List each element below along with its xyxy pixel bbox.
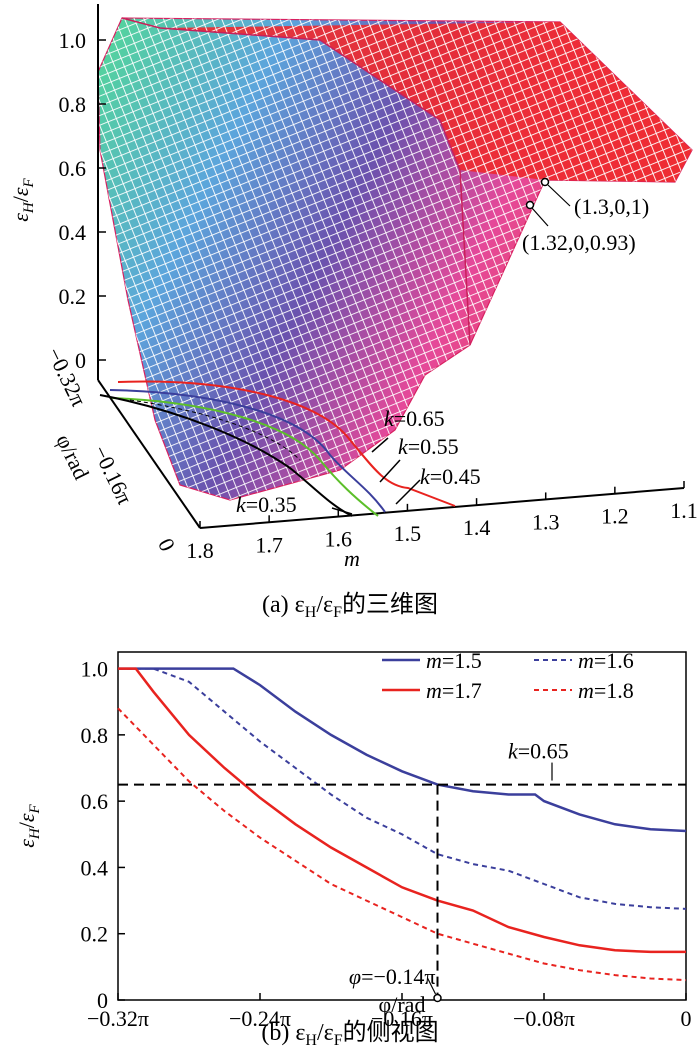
- y-tick-label: 0.4: [81, 855, 109, 880]
- x-tick-label: −0.32π: [87, 1006, 149, 1031]
- line-chart-series: [117, 667, 687, 982]
- y-tick-label: 0: [97, 988, 108, 1013]
- contour-k055: [109, 389, 386, 513]
- m-tick-label: 1.3: [532, 509, 560, 534]
- contour-k035: [99, 394, 353, 517]
- m-tick-label: 1.6: [325, 527, 353, 552]
- m-tick-label: 1.8: [186, 538, 214, 563]
- caption-b: (b) εH/εF的侧视图: [261, 1018, 438, 1046]
- phi-marker-point: [433, 993, 442, 1003]
- z-tick-label: 0.6: [59, 156, 87, 181]
- y-axis-label: εH/εF: [14, 803, 43, 847]
- reference-label-phi: φ=−0.14π: [349, 964, 436, 989]
- y-tick-label: 0.8: [81, 723, 109, 748]
- x-tick-label: 0: [681, 1006, 692, 1031]
- legend: m=1.5 m=1.6 m=1.7 m=1.8: [382, 648, 634, 703]
- leader-point-1: [547, 184, 571, 207]
- m-tick-label: 1.2: [601, 504, 629, 529]
- z-axis-label: εH/εF: [8, 177, 37, 221]
- legend-label-m18: m=1.8: [578, 678, 634, 703]
- point-1-32-0-093: [525, 200, 535, 210]
- z-tick-label: 0: [75, 348, 86, 373]
- contour-k065: [117, 380, 456, 507]
- reference-label-k: k=0.65: [508, 739, 569, 764]
- y-tick-label: 0.6: [81, 789, 109, 814]
- z-tick-label: 0.2: [59, 284, 87, 309]
- phi-tick-label: −0.16π: [88, 441, 138, 508]
- series-line-m16: [118, 667, 687, 910]
- series-line-m15: [118, 667, 687, 833]
- m-tick-label: 1.7: [255, 532, 283, 557]
- m-axis-ticks: 1.8 1.7 1.6 1.5 1.4 1.3 1.2 1.1: [186, 481, 698, 563]
- m-tick-label: 1.5: [394, 521, 422, 546]
- label-k065: k=0.65: [384, 406, 445, 431]
- leader-point-2: [531, 207, 549, 227]
- annotation-1-3-0-1: (1.3,0,1): [574, 194, 649, 219]
- x-axis-label: φ/rad: [379, 992, 426, 1017]
- leader-k035: [331, 507, 353, 515]
- phi-axis-label: φ/rad: [51, 430, 94, 483]
- legend-label-m17: m=1.7: [426, 678, 482, 703]
- m-axis-label: m: [344, 546, 360, 571]
- contour-k045: [111, 397, 379, 517]
- z-axis-ticks: 0 0.2 0.4 0.6 0.8 1.0: [59, 28, 106, 373]
- reference-lines: k=0.65 φ=−0.14π: [118, 739, 686, 1003]
- label-k045: k=0.45: [420, 464, 481, 489]
- caption-a: (a) εH/εF的三维图: [262, 590, 438, 621]
- x-tick-label: −0.24π: [229, 1006, 291, 1031]
- annotation-1-32-0-093: (1.32,0,0.93): [522, 230, 636, 255]
- z-tick-label: 1.0: [59, 28, 87, 53]
- phi-axis-line: [97, 379, 201, 529]
- m-tick-label: 1.4: [463, 515, 491, 540]
- surface-ridge: [121, 17, 471, 346]
- y-tick-label: 1.0: [81, 657, 109, 682]
- series-line-m18: [117, 707, 687, 982]
- point-1-3-0-1: [540, 177, 550, 187]
- legend-label-m15: m=1.5: [426, 648, 482, 673]
- panel-a-3d-surface: 00.20.40.60.81.0 0−0.16π−0.32π 1.8 1.7 1.6…: [8, 4, 698, 621]
- legend-label-m16: m=1.6: [578, 648, 634, 673]
- leader-phi-ref: [426, 977, 437, 995]
- label-k035: k=0.35: [236, 492, 297, 517]
- label-k055: k=0.55: [398, 434, 459, 459]
- z-tick-label: 0.8: [59, 92, 87, 117]
- line-chart-ticks: −0.32π −0.24π −0.16π −0.08π 0 0 0.2 0.4 0.6 0.8 1.…: [81, 657, 692, 1031]
- x-tick-label: −0.08π: [513, 1006, 575, 1031]
- y-tick-label: 0.2: [81, 922, 109, 947]
- z-tick-label: 0.4: [59, 220, 87, 245]
- series-line-m17: [118, 667, 686, 954]
- leader-k055: [379, 459, 401, 483]
- m-axis-line: [199, 487, 685, 529]
- x-tick-label: −0.16π: [371, 1006, 433, 1031]
- leader-k065: [371, 437, 389, 453]
- panel-b-line-chart: −0.32π −0.24π −0.16π −0.08π 0 0 0.2 0.4 0.6 0.8 1.…: [14, 648, 692, 1046]
- m-tick-label: 1.1: [670, 498, 698, 523]
- phi-tick-label: 0: [153, 534, 180, 555]
- leader-k045: [395, 479, 421, 505]
